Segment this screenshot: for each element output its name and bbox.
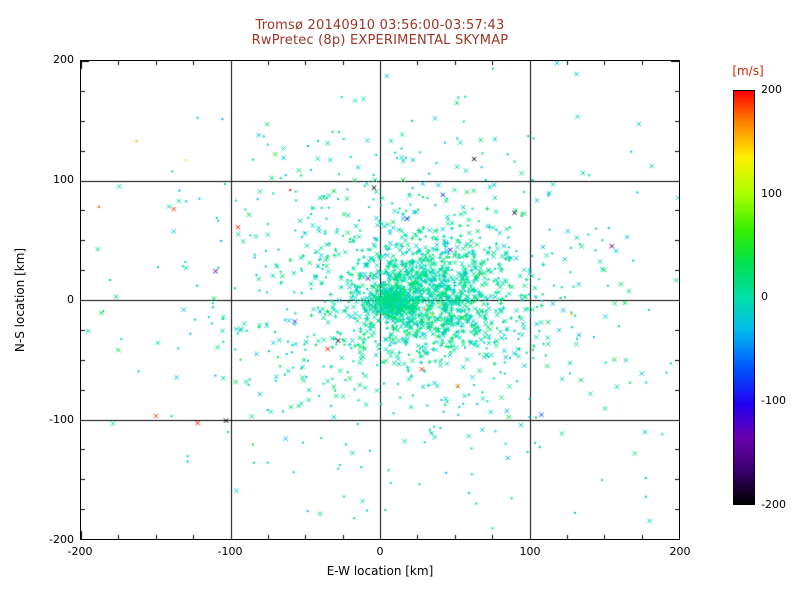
colorbar-tick-label: 200 [761, 83, 782, 96]
scatter-canvas [81, 61, 679, 539]
y-tick-label: -200 [49, 533, 74, 546]
colorbar-tick-label: -100 [761, 394, 786, 407]
colorbar-gradient [734, 91, 754, 504]
x-tick-label: 100 [519, 545, 541, 558]
y-tick-label: 0 [67, 293, 74, 306]
plot-title: Tromsø 20140910 03:56:00-03:57:43 [255, 18, 505, 33]
x-tick-label: 200 [669, 545, 691, 558]
x-tick-label: -100 [217, 545, 243, 558]
y-tick-label: -100 [49, 413, 74, 426]
plot-area [80, 60, 680, 540]
colorbar-tick-label: 0 [761, 290, 768, 303]
colorbar-tick-label: 100 [761, 187, 782, 200]
plot-subtitle: RwPretec (8p) EXPERIMENTAL SKYMAP [251, 33, 509, 48]
x-tick-label: -200 [67, 545, 93, 558]
colorbar-tick-label: -200 [761, 498, 786, 511]
colorbar [733, 90, 755, 505]
x-tick-label: 0 [376, 545, 384, 558]
y-axis-label: N-S location [km] [13, 247, 27, 353]
x-axis-label: E-W location [km] [326, 564, 434, 578]
colorbar-unit-label: [m/s] [732, 64, 764, 78]
y-tick-label: 100 [53, 173, 74, 186]
y-tick-label: 200 [53, 53, 74, 66]
